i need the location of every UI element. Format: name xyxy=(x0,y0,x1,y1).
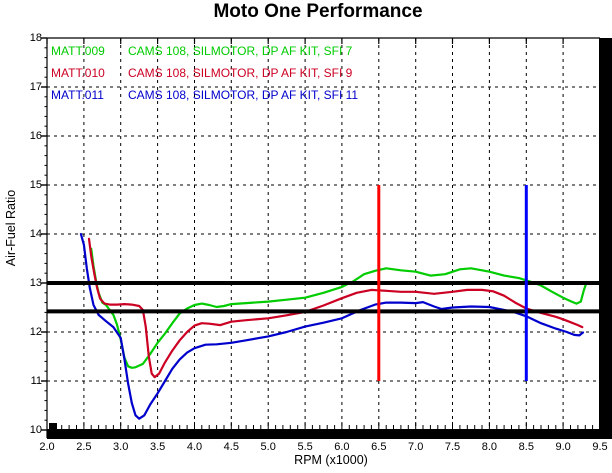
legend: MATT.009 CAMS 108, SILMOTOR, DP AF KIT, S… xyxy=(51,40,358,106)
y-tick-label: 16 xyxy=(29,129,42,142)
y-tick-label: 17 xyxy=(29,80,42,93)
x-tick-label: 7.0 xyxy=(408,441,424,453)
y-tick-label: 14 xyxy=(29,227,42,240)
x-tick-label: 7.5 xyxy=(444,441,461,453)
legend-series-desc: CAMS 108, SILMOTOR, DP AF KIT, SFI 11 xyxy=(128,88,359,102)
legend-series-desc: CAMS 108, SILMOTOR, DP AF KIT, SFI 7 xyxy=(128,44,353,58)
legend-series-desc: CAMS 108, SILMOTOR, DP AF KIT, SFI 9 xyxy=(128,66,353,80)
x-axis-label: RPM (x1000) xyxy=(294,453,368,467)
x-tick-label: 2.5 xyxy=(76,441,92,453)
axis-right-bar xyxy=(599,38,612,439)
origin-marker xyxy=(49,423,57,431)
y-tick-label: 18 xyxy=(29,31,42,44)
y-tick-label: 12 xyxy=(29,325,42,338)
legend-item-MATT.009: MATT.009 CAMS 108, SILMOTOR, DP AF KIT, S… xyxy=(51,40,358,62)
x-tick-label: 9.0 xyxy=(555,441,571,453)
x-tick-label: 6.0 xyxy=(334,441,350,453)
x-tick-label: 4.0 xyxy=(186,441,203,453)
x-tick-label: 8.5 xyxy=(518,441,534,453)
legend-series-name: MATT.009 xyxy=(51,44,105,58)
x-tick-label: 9.5 xyxy=(592,441,608,453)
x-tick-label: 8.0 xyxy=(481,441,498,453)
y-tick-label: 11 xyxy=(30,374,42,387)
legend-series-name: MATT.011 xyxy=(51,88,104,102)
x-tick-label: 6.5 xyxy=(371,441,387,453)
x-tick-label: 4.5 xyxy=(223,441,239,453)
legend-series-name: MATT.010 xyxy=(51,66,105,80)
axis-bottom-bar xyxy=(47,429,612,439)
series-curve-MATT.010 xyxy=(87,237,584,379)
series-curve-MATT.011 xyxy=(79,232,585,420)
x-tick-label: 2.0 xyxy=(39,441,55,453)
x-tick-label: 3.5 xyxy=(149,441,166,453)
chart-title: Moto One Performance xyxy=(213,1,423,22)
y-tick-label: 15 xyxy=(29,178,42,191)
legend-item-MATT.011: MATT.011 CAMS 108, SILMOTOR, DP AF KIT, S… xyxy=(51,84,358,106)
legend-item-MATT.010: MATT.010 CAMS 108, SILMOTOR, DP AF KIT, S… xyxy=(51,62,358,84)
x-tick-label: 5.0 xyxy=(260,441,276,453)
series-curve-MATT.009 xyxy=(90,247,588,369)
x-tick-label: 3.0 xyxy=(113,441,129,453)
y-tick-label: 10 xyxy=(29,423,42,436)
y-tick-label: 13 xyxy=(29,276,42,289)
x-tick-label: 5.5 xyxy=(297,441,313,453)
